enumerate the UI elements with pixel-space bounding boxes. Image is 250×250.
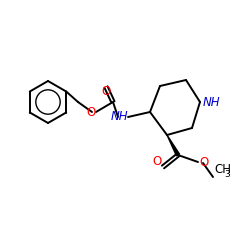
Text: O: O — [102, 85, 110, 98]
Text: CH: CH — [214, 163, 231, 176]
Polygon shape — [167, 135, 179, 156]
Text: NH: NH — [203, 96, 221, 108]
Text: O: O — [87, 106, 96, 118]
Text: O: O — [153, 155, 162, 168]
Text: NH: NH — [110, 110, 128, 124]
Text: 3: 3 — [224, 170, 230, 179]
Text: O: O — [199, 156, 208, 168]
